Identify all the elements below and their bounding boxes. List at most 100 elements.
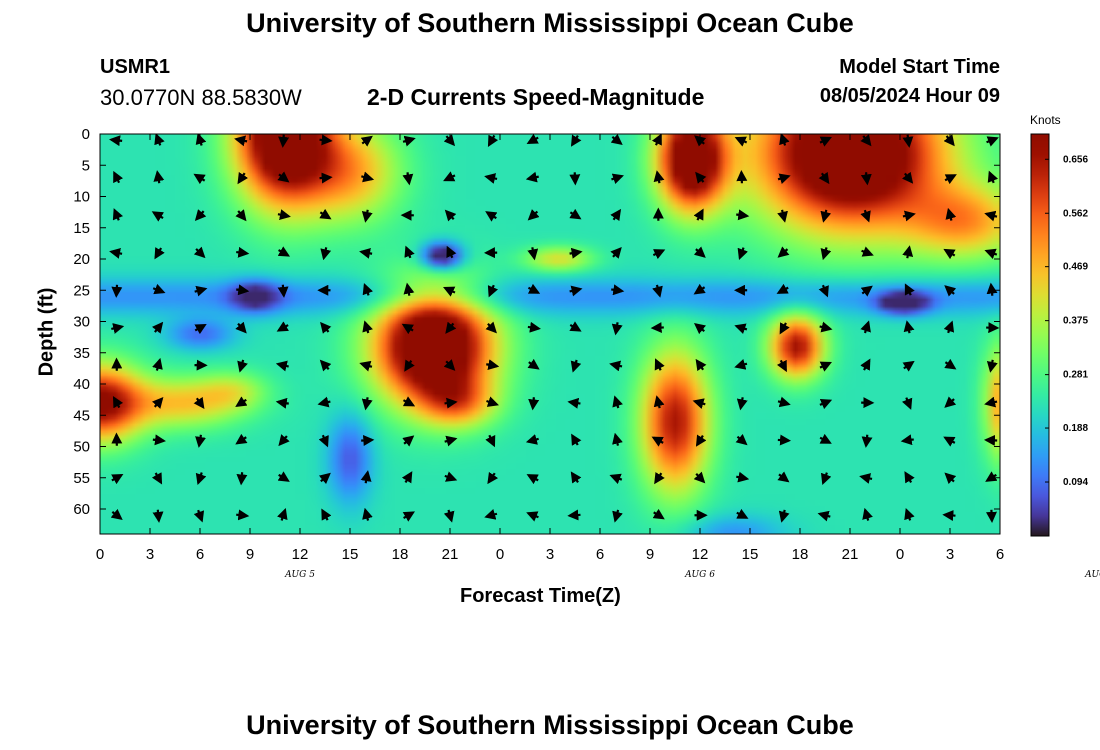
current-arrow bbox=[318, 434, 329, 448]
current-arrow bbox=[236, 284, 250, 296]
colorbar-tick-label: 0.375 bbox=[1063, 316, 1088, 327]
current-arrow bbox=[193, 246, 206, 259]
current-arrow bbox=[902, 360, 915, 372]
current-arrow bbox=[860, 134, 872, 147]
current-arrow bbox=[236, 472, 248, 486]
y-tick-label: 40 bbox=[73, 376, 90, 393]
current-arrow bbox=[402, 511, 415, 522]
current-arrow bbox=[692, 398, 706, 409]
current-arrow bbox=[362, 283, 373, 296]
current-arrow bbox=[984, 396, 998, 408]
station-id: USMR1 bbox=[100, 56, 171, 78]
current-arrow bbox=[526, 511, 539, 522]
current-arrow bbox=[610, 247, 622, 259]
current-arrow bbox=[361, 171, 375, 183]
current-arrow bbox=[153, 170, 165, 184]
colorbar-tick-label: 0.281 bbox=[1063, 370, 1088, 381]
current-arrow bbox=[525, 434, 539, 445]
x-axis: 0 3 6 9 12 15 18 21 0 3 6 9 12 15 18 21 0 3 6 AUG 5 AUG 6 AUG… bbox=[96, 134, 1100, 580]
current-arrow bbox=[528, 397, 540, 411]
current-arrow bbox=[819, 136, 832, 147]
current-arrow bbox=[860, 285, 873, 297]
current-arrow bbox=[361, 209, 373, 223]
current-arrow bbox=[485, 321, 497, 334]
current-arrow bbox=[902, 397, 913, 410]
model-start-label: Model Start Time bbox=[839, 56, 1000, 78]
current-arrow bbox=[652, 508, 665, 520]
current-arrow bbox=[234, 135, 248, 147]
current-arrow bbox=[570, 471, 582, 484]
x-tick-label: 9 bbox=[646, 546, 654, 563]
current-arrow bbox=[571, 433, 582, 446]
x-tick-label: 0 bbox=[496, 546, 504, 563]
current-arrow bbox=[359, 247, 373, 259]
current-arrow bbox=[942, 510, 956, 522]
current-vectors bbox=[109, 134, 1000, 523]
x-tick-label: 18 bbox=[392, 546, 409, 563]
y-tick-label: 0 bbox=[82, 126, 90, 143]
current-arrow bbox=[609, 473, 623, 485]
current-arrow bbox=[777, 434, 792, 446]
current-arrow bbox=[235, 396, 248, 407]
current-arrow bbox=[277, 246, 291, 257]
current-arrow bbox=[570, 359, 582, 373]
current-arrow bbox=[154, 247, 165, 260]
current-arrow bbox=[193, 509, 205, 523]
current-arrow bbox=[278, 134, 290, 148]
current-arrow bbox=[443, 171, 456, 182]
current-arrow bbox=[695, 434, 707, 447]
y-tick-label: 20 bbox=[73, 251, 90, 268]
current-arrow bbox=[152, 283, 166, 295]
current-arrow bbox=[902, 210, 916, 222]
current-arrow bbox=[902, 134, 914, 148]
current-arrow bbox=[277, 507, 288, 521]
current-arrow bbox=[820, 247, 832, 261]
x-tick-label: 3 bbox=[546, 546, 554, 563]
current-arrow bbox=[361, 434, 375, 446]
current-arrow bbox=[444, 397, 458, 409]
current-arrow bbox=[195, 134, 207, 146]
current-arrow bbox=[361, 397, 373, 411]
current-arrow bbox=[276, 321, 289, 332]
current-arrow bbox=[986, 359, 998, 373]
current-arrow bbox=[235, 209, 247, 222]
current-arrow bbox=[525, 171, 539, 183]
current-arrow bbox=[402, 172, 414, 186]
y-tick-label: 15 bbox=[73, 220, 90, 237]
current-arrow bbox=[736, 397, 748, 411]
current-arrow bbox=[611, 322, 623, 336]
current-arrow bbox=[987, 170, 998, 184]
current-arrow bbox=[404, 245, 415, 259]
current-arrow bbox=[736, 471, 750, 483]
x-tick-label: 0 bbox=[896, 546, 904, 563]
y-tick-label: 60 bbox=[73, 501, 90, 518]
current-arrow bbox=[860, 320, 871, 334]
current-arrow bbox=[152, 357, 163, 371]
current-arrow bbox=[275, 397, 289, 409]
current-arrow bbox=[403, 282, 415, 296]
colorbar-tick-label: 0.094 bbox=[1063, 477, 1088, 488]
current-arrow bbox=[319, 172, 333, 184]
x-tick-label: 21 bbox=[442, 546, 459, 563]
current-arrow bbox=[362, 320, 373, 334]
current-arrow bbox=[484, 173, 498, 184]
current-arrow bbox=[777, 471, 790, 483]
current-arrow bbox=[611, 284, 625, 296]
current-arrow bbox=[693, 322, 707, 335]
current-arrow bbox=[569, 285, 583, 297]
x-tick-label: 12 bbox=[692, 546, 709, 563]
current-arrow bbox=[111, 474, 124, 485]
current-arrow bbox=[901, 171, 914, 184]
current-arrow bbox=[860, 358, 871, 371]
current-arrow bbox=[859, 473, 873, 484]
current-arrow bbox=[904, 508, 915, 521]
current-arrow bbox=[527, 208, 540, 221]
current-arrow bbox=[151, 321, 164, 334]
current-arrow bbox=[401, 323, 414, 335]
current-arrow bbox=[319, 208, 332, 220]
current-arrow bbox=[567, 397, 581, 409]
model-start-value: 08/05/2024 Hour 09 bbox=[819, 85, 1000, 107]
current-arrow bbox=[443, 359, 456, 371]
current-arrow bbox=[569, 247, 583, 259]
current-arrow bbox=[860, 209, 871, 223]
